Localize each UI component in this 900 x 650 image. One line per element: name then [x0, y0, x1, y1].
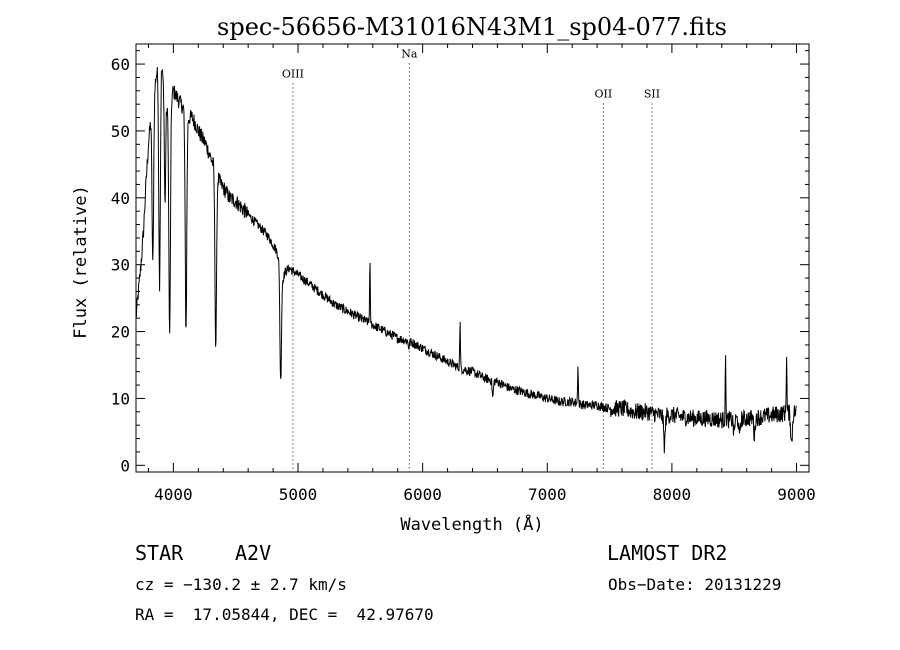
x-tick-label: 9000 — [777, 485, 816, 504]
plot-area: 4000 5000 6000 7000 8000 9000 0 10 20 30 40 50 60 OII… — [111, 43, 816, 504]
chart-title: spec-56656-M31016N43M1_sp04-077.fits — [217, 13, 727, 41]
y-tick-label: 40 — [111, 189, 130, 208]
line-marker-label: OIII — [282, 67, 304, 80]
survey-name: LAMOST DR2 — [607, 541, 728, 565]
spectral-subclass: A2V — [235, 541, 272, 565]
redshift-velocity: cz = −130.2 ± 2.7 km/s — [135, 575, 347, 594]
y-tick-label: 20 — [111, 323, 130, 342]
sky-coordinates: RA = 17.05844, DEC = 42.97670 — [135, 605, 434, 624]
x-tick-label: 6000 — [403, 485, 442, 504]
plot-frame — [135, 43, 810, 473]
line-marker-label: Na — [401, 47, 418, 60]
x-tick-label: 8000 — [653, 485, 692, 504]
object-type: STAR — [135, 541, 184, 565]
y-tick-label: 0 — [120, 456, 130, 475]
observation-date: Obs−Date: 20131229 — [608, 575, 782, 594]
line-marker-label: SII — [644, 88, 660, 101]
y-tick-label: 10 — [111, 389, 130, 408]
x-tick-label: 5000 — [279, 485, 318, 504]
y-tick-label: 30 — [111, 256, 130, 275]
x-tick-label: 7000 — [528, 485, 567, 504]
y-tick-label: 60 — [111, 55, 130, 74]
line-marker-label: OII — [595, 88, 613, 101]
x-tick-label: 4000 — [154, 485, 193, 504]
y-axis-label: Flux (relative) — [71, 185, 91, 339]
y-tick-label: 50 — [111, 122, 130, 141]
x-axis-label: Wavelength (Å) — [400, 513, 543, 535]
spectrum-series-line — [135, 66, 797, 454]
